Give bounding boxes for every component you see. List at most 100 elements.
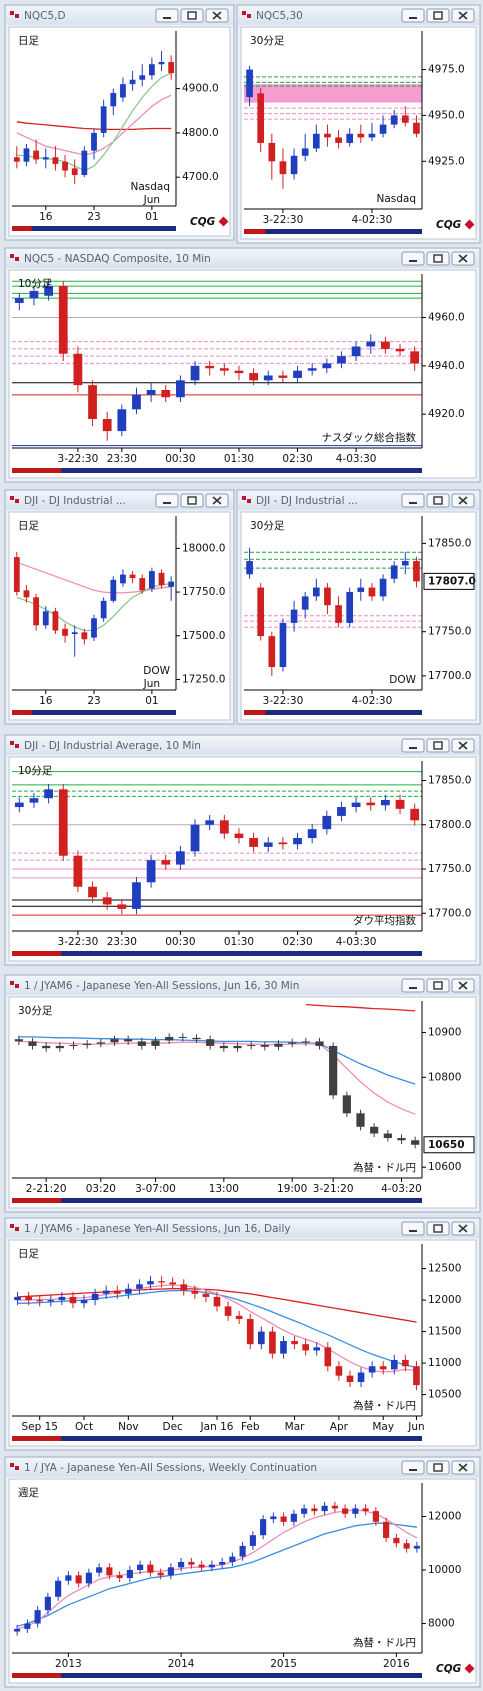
- candle-body: [120, 84, 126, 98]
- maximize-button[interactable]: [426, 978, 450, 993]
- close-button[interactable]: [451, 493, 475, 508]
- candle-body: [329, 1045, 338, 1096]
- close-button[interactable]: [451, 251, 475, 266]
- maximize-button[interactable]: [426, 1460, 450, 1475]
- button-face: [155, 493, 179, 508]
- button-glyph: [409, 260, 417, 262]
- button-glyph: [458, 1224, 468, 1233]
- candle-body: [381, 799, 390, 806]
- candle-body: [69, 1296, 77, 1304]
- x-tick-label: 2016: [383, 1658, 410, 1670]
- y-tick-label: 17850.0: [428, 774, 471, 786]
- maximize-button[interactable]: [180, 493, 204, 508]
- y-tick-label: 10800: [428, 1071, 461, 1083]
- button-glyph: [409, 1469, 417, 1471]
- candle-body: [270, 1516, 277, 1520]
- session-strip: [12, 951, 422, 956]
- button-face: [401, 8, 425, 23]
- title-bar: [6, 249, 479, 268]
- y-tick-label: 4920.0: [428, 408, 465, 420]
- candle-body: [146, 390, 156, 395]
- x-tick-label: 3-07:00: [135, 1183, 176, 1195]
- candle-body: [321, 1505, 328, 1512]
- candle-body: [73, 855, 83, 887]
- candle-body: [42, 1045, 51, 1049]
- maximize-button[interactable]: [426, 493, 450, 508]
- moving-average: [18, 1036, 416, 1085]
- close-button[interactable]: [451, 1221, 475, 1236]
- minimize-button[interactable]: [401, 493, 425, 508]
- minimize-button[interactable]: [155, 493, 179, 508]
- minimize-button[interactable]: [155, 8, 179, 23]
- candle-body: [158, 62, 165, 65]
- window-icon: [10, 496, 14, 500]
- close-button[interactable]: [451, 978, 475, 993]
- candle-body: [234, 370, 244, 374]
- candle-body: [58, 286, 68, 354]
- minimize-button[interactable]: [401, 738, 425, 753]
- y-tick-label: 17700.0: [428, 907, 471, 919]
- maximize-button[interactable]: [426, 738, 450, 753]
- minimize-button[interactable]: [401, 8, 425, 23]
- button-glyph: [163, 502, 171, 504]
- close-button[interactable]: [205, 8, 229, 23]
- x-tick-label: 3-21:20: [313, 1183, 354, 1195]
- candle-body: [65, 1575, 72, 1581]
- candle-body: [342, 1095, 351, 1114]
- candle-body: [81, 150, 88, 175]
- x-sublabel: Jun: [143, 194, 160, 206]
- x-tick-label: 2-21:20: [26, 1183, 67, 1195]
- candle-body: [302, 1344, 309, 1351]
- candle-body: [268, 636, 276, 668]
- candle-body: [311, 1508, 318, 1512]
- session-strip: [244, 229, 422, 234]
- x-tick-label: 23:30: [107, 453, 137, 465]
- logo-mark: [464, 1663, 475, 1674]
- x-tick-label: 4-03:30: [336, 453, 377, 465]
- session-strip: [244, 229, 266, 234]
- candle-body: [293, 838, 302, 845]
- candle-body: [229, 1556, 236, 1562]
- window-icon: [242, 11, 246, 15]
- button-face: [401, 1460, 425, 1475]
- candle-body: [81, 632, 88, 640]
- candle-body: [62, 628, 68, 636]
- minimize-button[interactable]: [401, 1460, 425, 1475]
- minimize-button[interactable]: [401, 978, 425, 993]
- minimize-button[interactable]: [401, 251, 425, 266]
- candle-body: [260, 1045, 269, 1047]
- maximize-button[interactable]: [426, 8, 450, 23]
- button-glyph: [433, 254, 443, 263]
- maximize-button[interactable]: [180, 8, 204, 23]
- candle-body: [395, 348, 405, 352]
- close-button[interactable]: [451, 8, 475, 23]
- candle-body: [148, 571, 155, 589]
- last-price-box: [423, 1136, 475, 1154]
- maximize-button[interactable]: [426, 1221, 450, 1236]
- period-label: 週足: [18, 1487, 39, 1499]
- close-button[interactable]: [205, 493, 229, 508]
- close-button[interactable]: [451, 738, 475, 753]
- candle-body: [62, 161, 68, 171]
- window-icon: [15, 14, 19, 18]
- window-title: 1 / JYA - Japanese Yen-All Sessions, Wee…: [24, 1462, 317, 1474]
- minimize-button[interactable]: [401, 1221, 425, 1236]
- x-tick-label: 23: [87, 695, 100, 707]
- session-strip: [12, 468, 422, 473]
- candle-body: [88, 385, 97, 419]
- candle-body: [278, 375, 288, 378]
- button-face: [401, 251, 425, 266]
- x-tick-label: 2015: [270, 1658, 297, 1670]
- logo: CQG: [436, 219, 462, 231]
- candle-body: [191, 1290, 199, 1294]
- y-tick-label: 4700.0: [182, 171, 219, 183]
- window-title: NQC5,30: [256, 10, 303, 22]
- y-tick-label: 17250.0: [182, 674, 225, 686]
- maximize-button[interactable]: [426, 251, 450, 266]
- candle-body: [393, 1537, 400, 1544]
- candle-body: [208, 1564, 215, 1568]
- y-tick-label: 4960.0: [428, 312, 465, 324]
- candle-body: [219, 820, 229, 834]
- close-button[interactable]: [451, 1460, 475, 1475]
- session-strip: [12, 1436, 422, 1441]
